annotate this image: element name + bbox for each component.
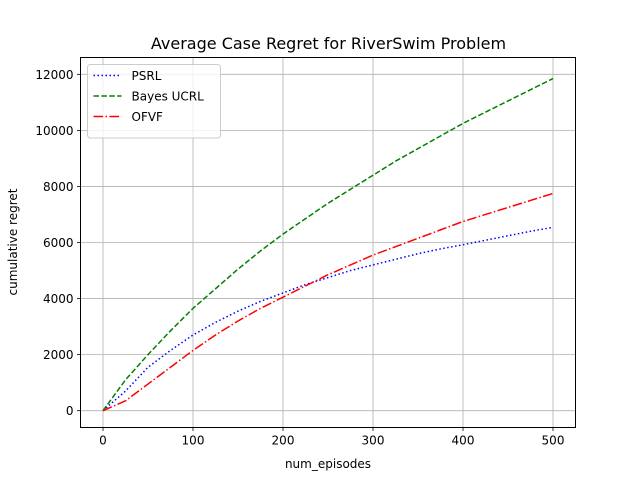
legend: PSRL Bayes UCRL OFVF xyxy=(87,64,221,139)
chart-title: Average Case Regret for RiverSwim Proble… xyxy=(151,34,506,53)
y-tick-label: 6000 xyxy=(43,236,74,250)
y-axis-label: cumulative regret xyxy=(6,188,20,295)
y-tick-label: 10000 xyxy=(35,124,73,138)
y-tick-label: 2000 xyxy=(43,348,74,362)
x-tick-label: 400 xyxy=(452,434,475,448)
legend-box xyxy=(87,64,221,139)
series-line-ofvf xyxy=(102,192,554,412)
legend-label-psrl: PSRL xyxy=(132,69,162,83)
y-tick-label: 0 xyxy=(66,404,74,418)
x-tick-label: 200 xyxy=(272,434,295,448)
y-tick-label: 4000 xyxy=(43,292,74,306)
legend-label-ofvf: OFVF xyxy=(132,110,164,124)
x-tick-label: 500 xyxy=(542,434,565,448)
series-lines xyxy=(102,77,554,412)
x-tick-label: 100 xyxy=(182,434,205,448)
series-line-bayes-ucrl xyxy=(102,77,554,412)
x-axis-label: num_episodes xyxy=(285,457,371,471)
x-tick-label: 0 xyxy=(99,434,107,448)
y-tick-label: 8000 xyxy=(43,180,74,194)
x-tick-label: 300 xyxy=(362,434,385,448)
legend-label-bayes-ucrl: Bayes UCRL xyxy=(132,90,205,104)
axis-ticks: 0 100 200 300 400 500 0 2000 4000 6000 8000 10000 12… xyxy=(35,68,564,448)
y-tick-label: 12000 xyxy=(35,68,73,82)
series-line-psrl xyxy=(102,226,554,412)
